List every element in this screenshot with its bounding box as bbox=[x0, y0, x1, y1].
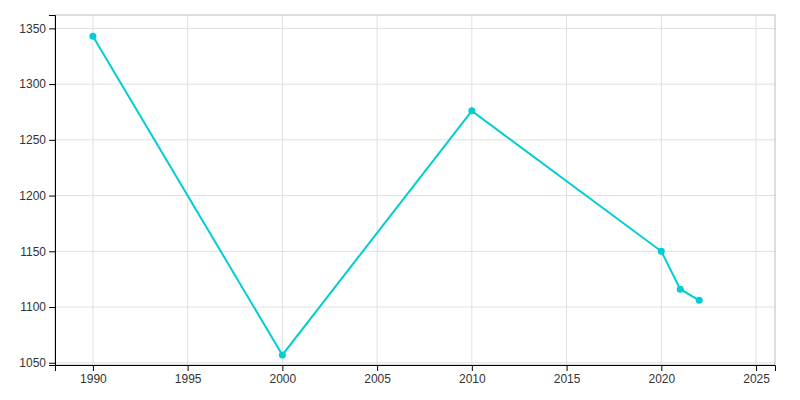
tick: 1995 bbox=[175, 365, 202, 386]
grid bbox=[55, 15, 775, 365]
point bbox=[696, 297, 703, 304]
tick-mark bbox=[377, 365, 378, 371]
grid-line bbox=[661, 15, 662, 365]
tick: 2025 bbox=[743, 365, 770, 386]
grid-line bbox=[55, 84, 775, 85]
tick: 2020 bbox=[648, 365, 675, 386]
grid-line bbox=[55, 307, 775, 308]
tick-mark bbox=[93, 365, 94, 371]
tick: 2010 bbox=[459, 365, 486, 386]
line bbox=[93, 36, 699, 355]
tick-label: 1995 bbox=[175, 372, 202, 386]
tick-mark bbox=[49, 84, 55, 85]
grid-line bbox=[187, 15, 188, 365]
tick-mark bbox=[282, 365, 283, 371]
tick: 1350 bbox=[19, 22, 55, 36]
tick: 1990 bbox=[80, 365, 107, 386]
tick-mark bbox=[661, 365, 662, 371]
tick-label: 1150 bbox=[20, 245, 46, 259]
tick-label: 1300 bbox=[19, 77, 46, 91]
tick: 1150 bbox=[20, 245, 55, 259]
point bbox=[89, 33, 96, 40]
point bbox=[677, 286, 684, 293]
tick-label: 2005 bbox=[364, 372, 391, 386]
plot-frame bbox=[55, 15, 775, 365]
tick-mark bbox=[49, 251, 55, 252]
point bbox=[279, 351, 286, 358]
tick-label: 2025 bbox=[743, 372, 770, 386]
tick: 2015 bbox=[554, 365, 581, 386]
grid-line bbox=[566, 15, 567, 365]
chart: 1990 1995 2000 2005 2010 2015 2020 2025 1050 1100… bbox=[0, 0, 800, 400]
grid-line bbox=[55, 251, 775, 252]
tick-mark bbox=[567, 365, 568, 371]
grid-line bbox=[756, 15, 757, 365]
tick: 1300 bbox=[19, 77, 55, 91]
tick: 1250 bbox=[19, 133, 55, 147]
plot: 1990 1995 2000 2005 2010 2015 2020 2025 1050 1100… bbox=[19, 15, 775, 386]
tick-mark bbox=[49, 140, 55, 141]
tick-label: 2000 bbox=[270, 372, 297, 386]
point bbox=[468, 107, 475, 114]
tick-mark bbox=[49, 307, 55, 308]
tick-mark bbox=[472, 365, 473, 371]
tick: 1100 bbox=[20, 300, 55, 314]
axis-line bbox=[56, 366, 776, 372]
grid-line bbox=[55, 362, 775, 363]
grid-line bbox=[92, 15, 93, 365]
grid-line bbox=[282, 15, 283, 365]
tick-label: 2010 bbox=[459, 372, 486, 386]
tick-label: 1050 bbox=[19, 356, 46, 370]
grid-line bbox=[471, 15, 472, 365]
tick-mark bbox=[188, 365, 189, 371]
marks bbox=[89, 33, 702, 359]
axis-line bbox=[49, 16, 56, 366]
tick-label: 1350 bbox=[19, 22, 46, 36]
tick-label: 1100 bbox=[20, 300, 46, 314]
point bbox=[658, 248, 665, 255]
grid-line bbox=[55, 139, 775, 140]
tick-mark bbox=[49, 196, 55, 197]
tick-mark bbox=[49, 28, 55, 29]
tick: 2005 bbox=[364, 365, 391, 386]
tick-label: 1250 bbox=[19, 133, 46, 147]
y-axis: 1050 1100 1150 1200 1250 1300 1350 bbox=[19, 16, 55, 371]
tick-mark bbox=[756, 365, 757, 371]
tick: 1200 bbox=[19, 189, 55, 203]
tick: 2000 bbox=[270, 365, 297, 386]
tick-label: 2015 bbox=[554, 372, 581, 386]
tick: 1050 bbox=[19, 356, 55, 370]
x-axis: 1990 1995 2000 2005 2010 2015 2020 2025 bbox=[56, 365, 776, 386]
tick-label: 2020 bbox=[648, 372, 675, 386]
tick-label: 1990 bbox=[80, 372, 107, 386]
grid-line bbox=[55, 28, 775, 29]
tick-mark bbox=[49, 363, 55, 364]
tick-label: 1200 bbox=[19, 189, 46, 203]
grid-line bbox=[55, 195, 775, 196]
grid-line bbox=[377, 15, 378, 365]
